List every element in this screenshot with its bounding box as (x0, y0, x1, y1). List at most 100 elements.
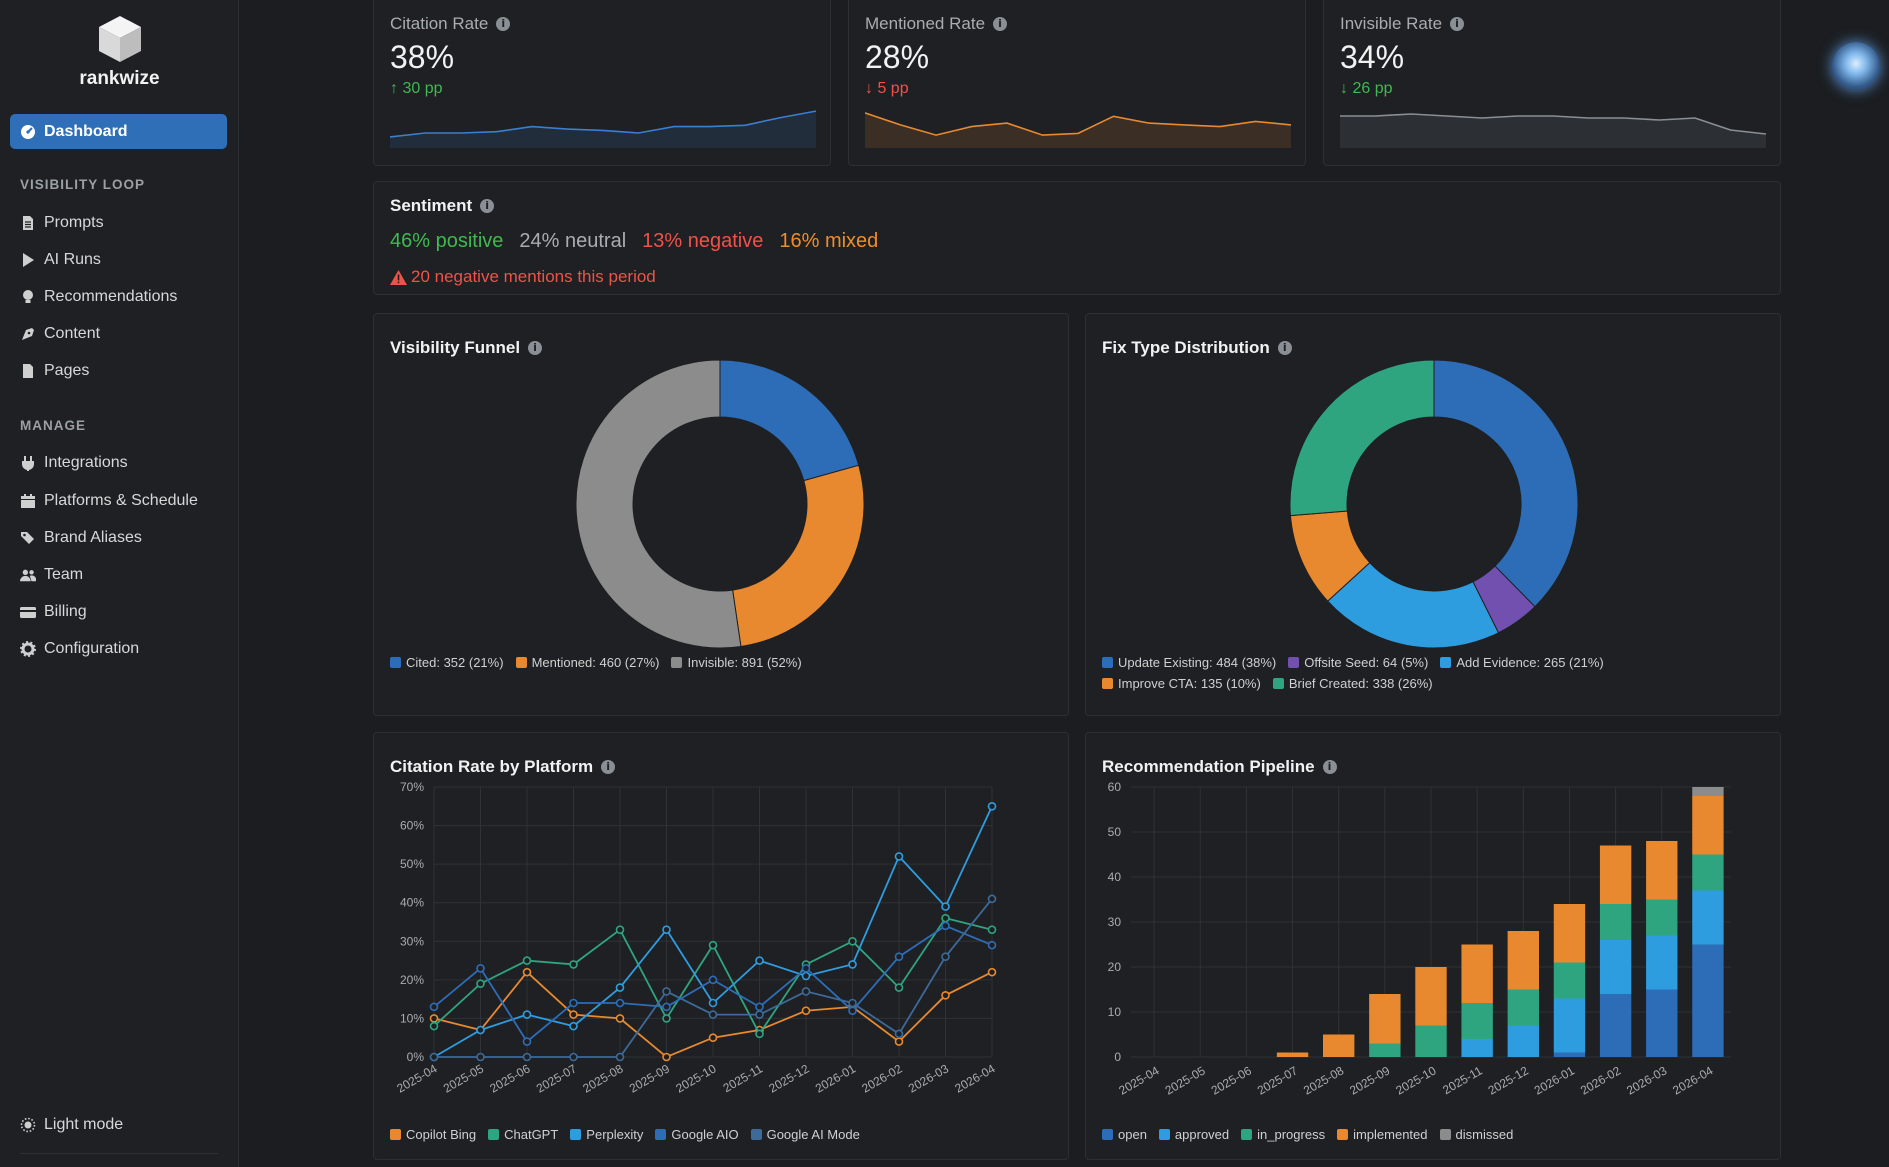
data-point[interactable] (522, 956, 532, 965)
bar-segment[interactable] (1461, 1003, 1493, 1039)
data-point[interactable] (662, 987, 671, 996)
data-point[interactable] (941, 990, 950, 1000)
data-point[interactable] (615, 1014, 625, 1023)
data-point[interactable] (708, 940, 718, 950)
negative-warning[interactable]: 20 negative mentions this period (390, 267, 656, 287)
data-point[interactable] (894, 983, 904, 992)
legend-item[interactable]: Offsite Seed: 64 (5%) (1288, 655, 1428, 670)
bar-segment[interactable] (1461, 944, 1493, 1004)
data-point[interactable] (569, 998, 578, 1008)
data-point[interactable] (615, 998, 625, 1008)
legend-item[interactable]: Update Existing: 484 (38%) (1102, 655, 1276, 670)
data-point[interactable] (569, 1010, 578, 1019)
legend-item[interactable]: in_progress (1241, 1127, 1325, 1142)
data-point[interactable] (522, 1010, 532, 1019)
bar-segment[interactable] (1415, 967, 1447, 1026)
donut-slice[interactable] (732, 464, 865, 648)
data-point[interactable] (941, 902, 950, 911)
data-point[interactable] (615, 983, 625, 992)
legend-item[interactable]: Improve CTA: 135 (10%) (1102, 676, 1261, 691)
data-point[interactable] (708, 998, 718, 1008)
data-point[interactable] (801, 1006, 811, 1016)
bar-segment[interactable] (1599, 940, 1632, 994)
data-point[interactable] (476, 979, 485, 989)
data-point[interactable] (708, 1010, 718, 1019)
info-icon[interactable]: i (601, 760, 616, 774)
legend-item[interactable]: Google AIO (655, 1127, 739, 1142)
bar-segment[interactable] (1461, 1039, 1493, 1057)
donut-slice[interactable] (1289, 359, 1435, 517)
data-point[interactable] (894, 1029, 904, 1039)
sidebar-item-recommendations[interactable]: Recommendations (20, 288, 177, 306)
data-point[interactable] (987, 967, 997, 977)
legend-item[interactable]: Cited: 352 (21%) (390, 655, 504, 670)
legend-item[interactable]: Brief Created: 338 (26%) (1272, 676, 1433, 691)
data-point[interactable] (569, 1021, 578, 1031)
data-point[interactable] (894, 852, 904, 861)
theme-toggle[interactable]: Light mode (20, 1116, 123, 1134)
info-icon[interactable]: i (1322, 760, 1337, 774)
data-point[interactable] (755, 1002, 764, 1012)
bar-segment[interactable] (1553, 998, 1586, 1053)
data-point[interactable] (662, 1014, 671, 1023)
legend-item[interactable]: implemented (1337, 1127, 1428, 1142)
info-icon[interactable]: i (1277, 341, 1292, 355)
bar-segment[interactable] (1646, 899, 1678, 936)
legend-item[interactable]: dismissed (1439, 1127, 1513, 1142)
legend-item[interactable]: Copilot Bing (390, 1127, 476, 1142)
bar-segment[interactable] (1553, 904, 1586, 963)
data-point[interactable] (429, 1021, 439, 1031)
bar-segment[interactable] (1646, 989, 1678, 1058)
data-point[interactable] (662, 1052, 671, 1062)
sidebar-item-platforms-schedule[interactable]: Platforms & Schedule (20, 492, 198, 510)
data-point[interactable] (941, 913, 950, 923)
bar-segment[interactable] (1553, 1052, 1586, 1058)
sidebar-item-ai-runs[interactable]: AI Runs (20, 251, 101, 269)
legend-item[interactable]: Invisible: 891 (52%) (671, 655, 802, 670)
legend-item[interactable]: Add Evidence: 265 (21%) (1440, 655, 1604, 670)
bar-segment[interactable] (1369, 1043, 1401, 1058)
info-icon[interactable]: i (528, 341, 543, 355)
data-point[interactable] (476, 1025, 485, 1035)
bar-segment[interactable] (1276, 1052, 1309, 1058)
info-icon[interactable]: i (1450, 17, 1465, 31)
sidebar-item-prompts[interactable]: Prompts (20, 214, 104, 232)
info-icon[interactable]: i (993, 17, 1008, 31)
bar-segment[interactable] (1507, 1025, 1539, 1058)
data-point[interactable] (522, 1052, 532, 1062)
data-point[interactable] (615, 925, 625, 935)
data-point[interactable] (522, 1037, 532, 1046)
legend-item[interactable]: Perplexity (570, 1127, 643, 1142)
bar-segment[interactable] (1692, 854, 1724, 891)
info-icon[interactable]: i (496, 17, 511, 31)
bar-segment[interactable] (1415, 1025, 1447, 1058)
data-point[interactable] (429, 1002, 439, 1012)
bar-segment[interactable] (1599, 904, 1632, 940)
data-point[interactable] (755, 1029, 764, 1039)
donut-slice[interactable] (575, 359, 742, 649)
sidebar-item-configuration[interactable]: Configuration (20, 640, 139, 658)
data-point[interactable] (987, 801, 997, 811)
bar-segment[interactable] (1692, 944, 1724, 1058)
legend-item[interactable]: open (1102, 1127, 1147, 1142)
data-point[interactable] (476, 1052, 485, 1062)
data-point[interactable] (894, 952, 904, 962)
donut-slice[interactable] (1433, 359, 1579, 608)
bar-segment[interactable] (1692, 796, 1724, 855)
data-point[interactable] (755, 956, 764, 965)
sidebar-item-billing[interactable]: Billing (20, 603, 87, 621)
bar-segment[interactable] (1507, 931, 1539, 990)
data-point[interactable] (522, 967, 532, 977)
data-point[interactable] (894, 1037, 904, 1046)
sidebar-item-content[interactable]: Content (20, 325, 100, 343)
bar-segment[interactable] (1507, 989, 1539, 1026)
bar-segment[interactable] (1369, 994, 1401, 1044)
data-point[interactable] (848, 998, 857, 1008)
data-point[interactable] (848, 936, 857, 946)
bar-segment[interactable] (1646, 841, 1678, 900)
data-point[interactable] (429, 1014, 439, 1023)
data-point[interactable] (708, 1033, 718, 1043)
data-point[interactable] (941, 921, 950, 931)
legend-item[interactable]: ChatGPT (488, 1127, 558, 1142)
data-point[interactable] (848, 960, 857, 969)
